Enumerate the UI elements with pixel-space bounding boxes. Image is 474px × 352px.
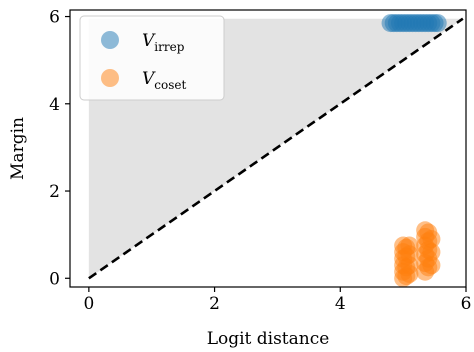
x-axis-label: Logit distance — [207, 329, 330, 349]
legend-marker — [101, 31, 119, 49]
x-tick-label: 2 — [209, 294, 220, 314]
x-tick-label: 0 — [83, 294, 94, 314]
legend-marker — [101, 69, 119, 87]
y-tick-label: 2 — [49, 182, 60, 202]
y-tick-label: 0 — [49, 269, 60, 289]
irrep-point — [429, 14, 447, 32]
coset-point — [400, 237, 418, 255]
y-axis-label: Margin — [8, 117, 28, 180]
coset-point — [422, 230, 440, 248]
x-tick-label: 4 — [335, 294, 346, 314]
y-tick-label: 4 — [49, 95, 60, 115]
y-tick-label: 6 — [49, 8, 60, 28]
x-tick-label: 6 — [461, 294, 472, 314]
